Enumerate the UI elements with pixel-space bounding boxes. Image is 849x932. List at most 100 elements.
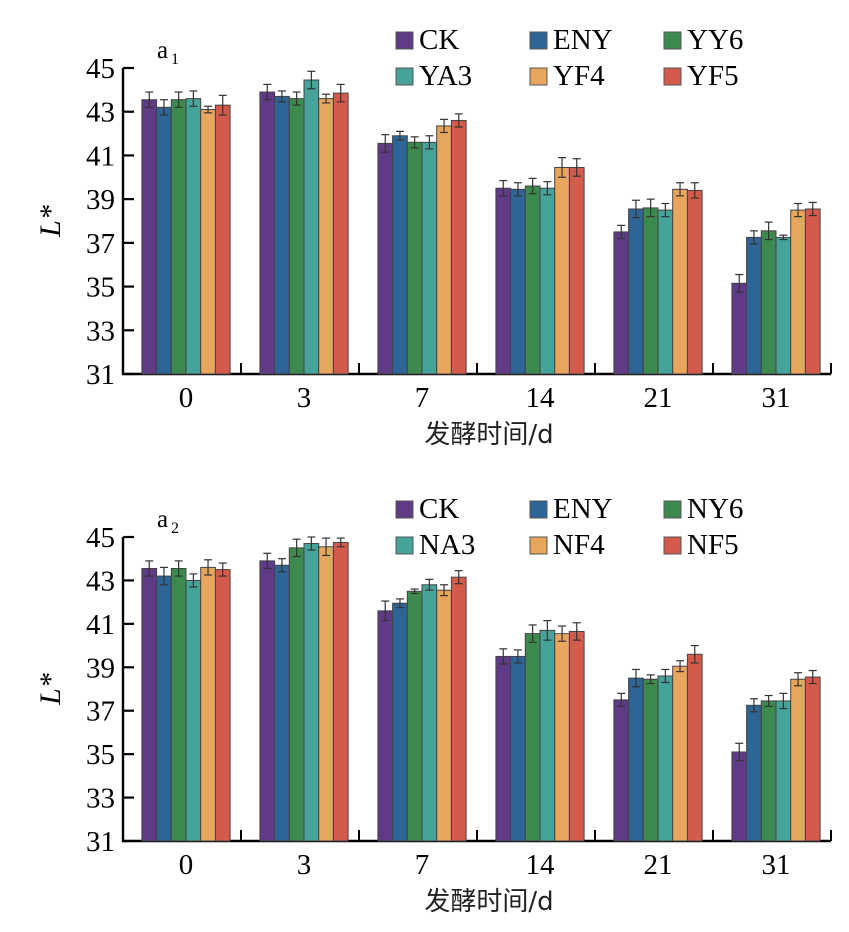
legend-item-yf4: YF4 xyxy=(529,60,605,92)
error-bar xyxy=(558,157,567,178)
bar-ny6-7 xyxy=(406,590,423,842)
legend-swatch xyxy=(663,536,682,555)
error-bar xyxy=(646,674,655,685)
error-bar xyxy=(292,91,301,106)
bar-ny6-31 xyxy=(760,700,777,842)
legend-label: NY6 xyxy=(687,493,743,525)
error-bar xyxy=(395,598,404,609)
x-tick-label: 3 xyxy=(297,849,312,881)
x-tick-label: 14 xyxy=(526,382,556,414)
x-tick-label: 21 xyxy=(644,382,673,414)
error-bar xyxy=(631,199,640,219)
error-bar xyxy=(808,669,817,685)
error-bar xyxy=(646,198,655,218)
legend-item-nf4: NF4 xyxy=(529,529,605,561)
bar-ya3-14 xyxy=(539,187,556,375)
bar-eny-3 xyxy=(274,564,290,842)
bar-nf5-31 xyxy=(804,676,821,842)
bar-ya3-3 xyxy=(303,79,320,375)
error-bar xyxy=(543,619,552,641)
legend-item-eny: ENY xyxy=(529,24,613,56)
error-bar xyxy=(764,221,773,241)
legend-label: ENY xyxy=(553,24,613,56)
x-tick-label: 7 xyxy=(415,382,430,414)
bar-eny-21 xyxy=(628,208,644,375)
legend-label: YA3 xyxy=(419,60,472,92)
legend-swatch xyxy=(529,536,548,555)
bar-na3-7 xyxy=(421,584,438,842)
error-bar xyxy=(145,560,154,577)
bar-yy6-21 xyxy=(642,207,659,375)
error-bar xyxy=(499,179,508,197)
bar-ya3-0 xyxy=(185,98,202,375)
error-bar xyxy=(410,588,419,595)
error-bar xyxy=(558,625,567,642)
error-bar xyxy=(204,105,213,114)
legend-label: ENY xyxy=(553,493,613,525)
error-bar xyxy=(676,182,685,197)
legend-label: NA3 xyxy=(419,529,475,561)
error-bar xyxy=(513,649,522,664)
y-tick-label: 45 xyxy=(86,53,115,85)
error-bar xyxy=(263,83,272,101)
legend-swatch xyxy=(663,31,682,50)
legend-swatch xyxy=(395,500,414,519)
bar-yf4-14 xyxy=(554,166,570,375)
bar-ck-7 xyxy=(377,610,394,842)
bar-yf4-3 xyxy=(318,98,334,375)
y-tick-label: 45 xyxy=(86,522,115,554)
bar-eny-7 xyxy=(392,602,408,842)
y-axis-title: L* xyxy=(34,673,67,706)
legend-item-ny6: NY6 xyxy=(663,493,743,525)
error-bar xyxy=(454,113,463,128)
bar-yy6-7 xyxy=(406,141,423,375)
bar-na3-31 xyxy=(775,700,792,842)
bar-yf5-31 xyxy=(804,208,821,375)
legend-label: YY6 xyxy=(687,24,743,56)
x-tick-label: 3 xyxy=(297,382,312,414)
bar-ck-31 xyxy=(731,282,748,375)
bar-ny6-3 xyxy=(288,547,305,842)
bar-na3-14 xyxy=(539,629,556,842)
error-bar xyxy=(218,562,227,577)
error-bar xyxy=(454,570,463,585)
bar-ny6-0 xyxy=(170,567,187,842)
error-bar xyxy=(307,70,316,90)
error-bar xyxy=(676,660,685,673)
bar-yf4-21 xyxy=(672,188,688,375)
x-tick-label: 31 xyxy=(762,382,791,414)
error-bar xyxy=(381,134,390,153)
legend-item-nf5: NF5 xyxy=(663,529,739,561)
y-tick-label: 31 xyxy=(86,826,115,858)
error-bar xyxy=(779,692,788,710)
bar-nf4-3 xyxy=(318,546,334,842)
legend-swatch xyxy=(663,67,682,86)
error-bar xyxy=(661,202,670,218)
bar-ck-7 xyxy=(377,142,394,375)
bar-yy6-31 xyxy=(760,230,777,375)
y-tick-label: 43 xyxy=(86,97,115,129)
error-bar xyxy=(513,182,522,197)
bar-nf4-7 xyxy=(436,589,452,842)
bar-eny-31 xyxy=(746,236,762,375)
bar-ck-14 xyxy=(495,187,512,375)
legend-item-ck: CK xyxy=(395,493,459,525)
bar-nf4-14 xyxy=(554,633,570,842)
error-bar xyxy=(749,230,758,245)
bar-nf4-0 xyxy=(200,566,216,842)
y-tick-label: 31 xyxy=(86,359,115,391)
legend-label: YF4 xyxy=(553,60,605,92)
panel-label-subscript: 2 xyxy=(171,520,179,537)
bar-ck-0 xyxy=(141,99,158,375)
error-bar xyxy=(292,538,301,558)
error-bar xyxy=(572,622,581,641)
error-bar xyxy=(528,177,537,195)
error-bar xyxy=(661,668,670,684)
error-bar xyxy=(174,560,183,577)
legend-swatch xyxy=(529,67,548,86)
panel-label: a xyxy=(157,37,168,64)
legend-label: YF5 xyxy=(687,60,739,92)
